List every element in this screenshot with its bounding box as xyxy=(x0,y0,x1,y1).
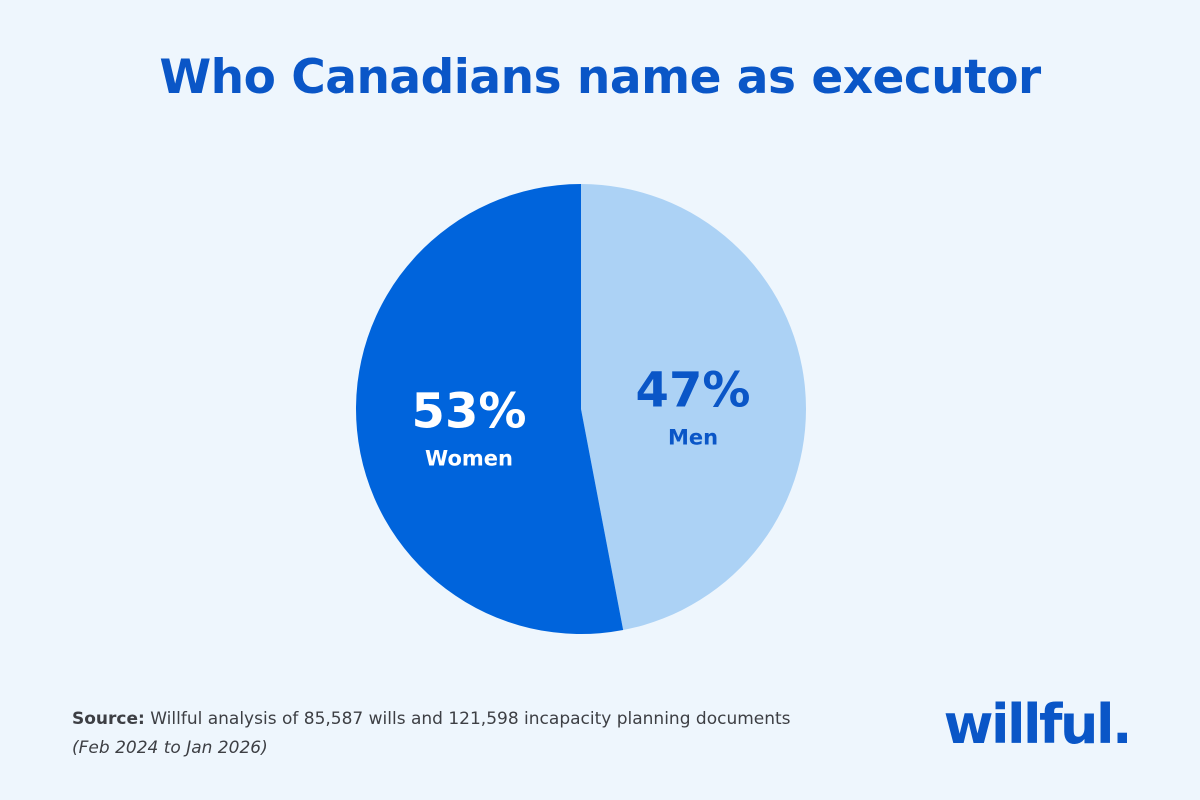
slice-label-women: Women xyxy=(425,447,513,471)
willful-logo: willful. xyxy=(943,693,1133,756)
source-key: Source: xyxy=(72,709,145,729)
slice-label-men: Men xyxy=(668,425,718,449)
source-period: (Feb 2024 to Jan 2026) xyxy=(72,738,268,758)
source-note: Source: Willful analysis of 85,587 wills… xyxy=(72,705,791,763)
source-text: Willful analysis of 85,587 wills and 121… xyxy=(150,709,791,729)
chart-title: Who Canadians name as executor xyxy=(159,50,1041,105)
pie-slice-women xyxy=(355,184,624,634)
pie-slice-men xyxy=(581,184,806,631)
slice-value-women: 53% xyxy=(412,384,527,440)
slice-value-men: 47% xyxy=(636,362,751,418)
source-line: Source: Willful analysis of 85,587 wills… xyxy=(72,705,791,734)
pie-chart: 53% Women 47% Men xyxy=(355,184,806,634)
